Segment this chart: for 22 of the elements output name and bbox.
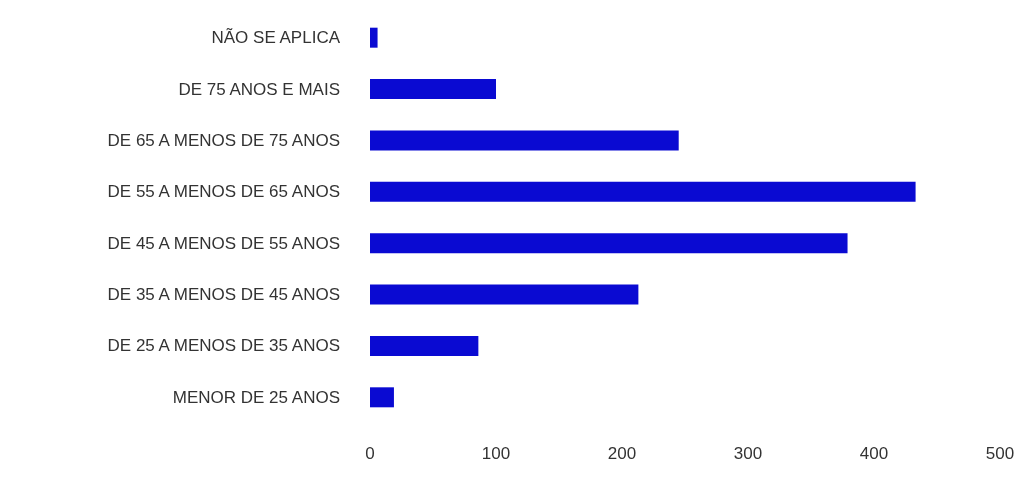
bar xyxy=(370,284,639,305)
bar xyxy=(370,130,679,151)
x-tick-label: 500 xyxy=(985,444,1015,463)
bar xyxy=(370,79,496,100)
bar xyxy=(370,387,394,408)
x-tick-label: 400 xyxy=(859,444,889,463)
bar xyxy=(370,335,479,356)
x-tick-label: 100 xyxy=(481,444,511,463)
y-tick-label: MENOR DE 25 ANOS xyxy=(172,387,340,407)
y-tick-label: DE 75 ANOS E MAIS xyxy=(178,79,340,99)
bar xyxy=(370,27,378,48)
x-tick-label: 300 xyxy=(733,444,763,463)
bar xyxy=(370,181,916,202)
y-tick-label: DE 35 A MENOS DE 45 ANOS xyxy=(107,285,340,305)
y-tick-label: DE 25 A MENOS DE 35 ANOS xyxy=(107,336,340,356)
x-tick-label: 0 xyxy=(365,444,375,463)
x-tick-label: 200 xyxy=(607,444,637,463)
y-tick-label: DE 45 A MENOS DE 55 ANOS xyxy=(107,233,340,253)
y-tick-label: NÃO SE APLICA xyxy=(211,28,341,48)
y-tick-label: DE 55 A MENOS DE 65 ANOS xyxy=(107,182,340,202)
bar xyxy=(370,233,848,254)
y-tick-label: DE 65 A MENOS DE 75 ANOS xyxy=(107,130,340,150)
